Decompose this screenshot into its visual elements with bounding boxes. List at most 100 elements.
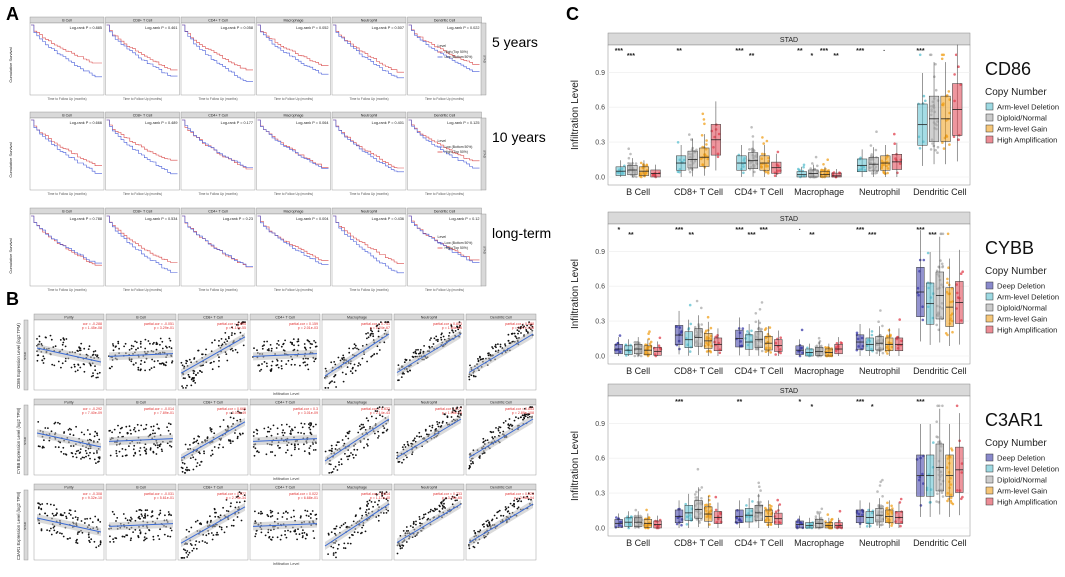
scatter-point — [95, 376, 98, 379]
scatter-point — [181, 461, 184, 464]
scatter-point — [154, 444, 157, 447]
box-point — [714, 335, 717, 339]
scatter-point — [99, 543, 102, 546]
scatter-point — [370, 415, 373, 418]
scatter-point — [513, 503, 515, 505]
box-significance: *** — [916, 48, 924, 55]
box-point — [814, 155, 818, 159]
scatter-fit-line — [252, 523, 318, 527]
scatter-point — [187, 448, 189, 450]
scatter-col-title: Dendritic Cell — [490, 401, 512, 405]
box-significance: ** — [689, 232, 695, 239]
box-legend-item: Deep Deletion — [997, 454, 1045, 463]
scatter-point — [278, 447, 281, 449]
box-point — [774, 510, 778, 513]
box-point — [634, 162, 638, 165]
scatter-point — [79, 448, 82, 450]
box-point — [935, 323, 938, 327]
scatter-point — [293, 515, 295, 518]
scatter-point — [48, 529, 51, 532]
scatter-point — [362, 426, 365, 429]
box-y-label: Infiltration Level — [570, 80, 581, 150]
scatter-point — [140, 513, 143, 516]
scatter-point — [309, 422, 311, 424]
scatter-point — [383, 492, 386, 495]
scatter-point — [236, 351, 239, 354]
scatter-point — [504, 508, 507, 511]
scatter-point — [236, 435, 239, 438]
box-point — [939, 232, 943, 236]
scatter-point — [474, 531, 477, 534]
scatter-point — [140, 509, 143, 512]
scatter-point — [441, 501, 443, 503]
scatter-point — [471, 461, 474, 463]
box-point — [629, 152, 632, 156]
scatter-point — [50, 338, 53, 341]
scatter-point — [352, 520, 355, 523]
km-curve — [333, 119, 404, 173]
scatter-point — [365, 509, 368, 511]
scatter-point — [282, 429, 284, 432]
box-x-tick: Neutrophil — [859, 187, 900, 197]
scatter-point — [345, 435, 347, 438]
box-legend-swatch — [985, 475, 994, 484]
box-point — [690, 138, 693, 141]
scatter-point — [294, 530, 297, 533]
scatter-point — [76, 349, 79, 352]
scatter-point — [372, 333, 374, 335]
scatter-point — [303, 443, 305, 446]
box-point — [818, 511, 822, 514]
scatter-fit-line — [180, 336, 246, 374]
scatter-point — [130, 518, 133, 520]
scatter-point — [335, 556, 337, 559]
scatter-point — [68, 509, 71, 511]
scatter-point — [144, 509, 147, 512]
scatter-point — [351, 533, 353, 536]
scatter-point — [183, 365, 186, 368]
scatter-point — [229, 416, 232, 419]
scatter-point — [276, 536, 279, 539]
scatter-point — [72, 517, 74, 519]
km-x-label: Time to Follow Up (months) — [47, 97, 86, 101]
km-x-label: Time to Follow Up (months) — [274, 288, 313, 292]
km-curve — [106, 215, 178, 263]
scatter-point — [74, 510, 77, 512]
scatter-point — [75, 541, 77, 544]
scatter-point — [72, 434, 75, 437]
scatter-point — [139, 517, 142, 520]
box-point — [774, 353, 777, 356]
scatter-fit-line — [36, 347, 102, 363]
scatter-point — [366, 443, 368, 445]
km-curve — [333, 215, 404, 274]
scatter-point — [109, 535, 111, 538]
scatter-point — [441, 422, 444, 424]
scatter-point — [371, 354, 374, 357]
scatter-point — [236, 501, 238, 504]
scatter-point — [334, 527, 337, 530]
scatter-point — [252, 435, 255, 437]
scatter-point — [211, 341, 214, 344]
scatter-point — [502, 421, 505, 424]
box-point — [935, 420, 938, 424]
box-point — [869, 144, 873, 147]
scatter-point — [40, 529, 43, 532]
scatter-point — [336, 469, 339, 471]
scatter-point — [277, 512, 280, 514]
scatter-point — [111, 365, 113, 368]
box-point — [647, 337, 651, 341]
scatter-point — [303, 423, 306, 425]
scatter-point — [271, 451, 274, 453]
scatter-point — [195, 540, 198, 543]
scatter-point — [237, 324, 239, 326]
box-point — [940, 491, 944, 495]
scatter-point — [196, 462, 199, 464]
scatter-point — [312, 443, 314, 445]
box-y-tick: 0.3 — [595, 319, 605, 326]
box-point — [942, 53, 945, 57]
panel-letter-a: A — [6, 4, 19, 24]
scatter-point — [295, 533, 298, 535]
scatter-point — [263, 361, 266, 363]
gene-title: C3AR1 — [985, 410, 1043, 430]
box-point — [779, 351, 782, 355]
scatter-point — [404, 446, 407, 448]
